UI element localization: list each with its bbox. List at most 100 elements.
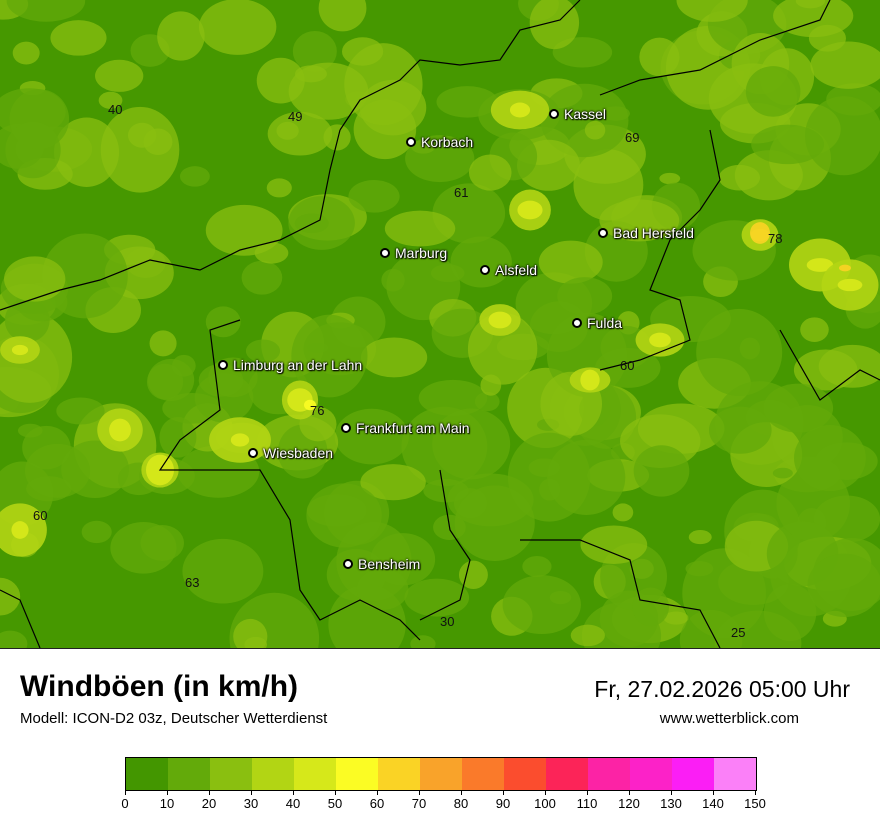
gust-patch xyxy=(517,200,543,220)
legend-tick-mark xyxy=(629,790,630,795)
gust-patch xyxy=(488,311,512,329)
legend-tick-label: 0 xyxy=(121,796,129,811)
gust-patch xyxy=(205,204,283,256)
gust-patch xyxy=(432,408,511,480)
gust-value: 40 xyxy=(108,102,123,117)
legend-swatch xyxy=(420,758,462,790)
gust-patch xyxy=(696,308,783,396)
city-bensheim: Bensheim xyxy=(343,556,420,572)
gust-patch xyxy=(360,464,426,501)
legend-tick-label: 10 xyxy=(159,796,175,811)
legend-tick-mark xyxy=(377,790,378,795)
gust-patch xyxy=(474,391,500,412)
gust-patch xyxy=(458,560,488,590)
gust-patch xyxy=(810,41,880,89)
gust-patch xyxy=(6,0,86,22)
gust-patch xyxy=(538,240,603,284)
legend-swatch xyxy=(630,758,672,790)
gust-patch xyxy=(0,577,21,616)
gust-patch xyxy=(100,106,180,193)
gust-patch xyxy=(659,172,681,185)
gust-patch xyxy=(318,0,367,32)
gust-patch xyxy=(708,406,772,454)
gust-value: 76 xyxy=(310,403,325,418)
gust-patch xyxy=(291,314,368,398)
legend-tick-mark xyxy=(335,790,336,795)
legend-swatch xyxy=(210,758,252,790)
gust-patch xyxy=(149,330,177,357)
gust-patch xyxy=(157,11,205,61)
gust-field xyxy=(0,0,880,648)
gust-value: 60 xyxy=(33,508,48,523)
legend-tick-mark xyxy=(545,790,546,795)
gust-patch xyxy=(763,383,834,433)
legend-tick-mark xyxy=(251,790,252,795)
city-wiesbaden: Wiesbaden xyxy=(248,445,333,461)
gust-patch xyxy=(454,485,535,561)
gust-patch xyxy=(288,62,369,120)
gust-value: 30 xyxy=(440,614,455,629)
legend-tick-label: 150 xyxy=(744,796,766,811)
gust-patch xyxy=(245,339,281,363)
gust-patch xyxy=(356,568,409,610)
gust-patch xyxy=(679,609,743,648)
legend-tick-mark xyxy=(713,790,714,795)
gust-value: 25 xyxy=(731,625,746,640)
gust-patch xyxy=(81,520,112,544)
gust-value: 78 xyxy=(768,231,783,246)
gust-patch xyxy=(256,57,305,104)
legend-tick-mark xyxy=(587,790,588,795)
gust-patch xyxy=(306,483,382,548)
gust-patch xyxy=(468,154,512,191)
gust-patch xyxy=(570,624,605,647)
legend-tick-label: 80 xyxy=(453,796,469,811)
legend-tick-mark xyxy=(671,790,672,795)
state-borders xyxy=(0,0,880,648)
gust-patch xyxy=(26,476,72,502)
gust-patch xyxy=(599,199,680,242)
legend-tick-label: 140 xyxy=(702,796,724,811)
gust-patch xyxy=(348,180,400,213)
gust-patch xyxy=(794,425,866,492)
map-title: Windböen (in km/h) xyxy=(20,670,299,703)
city-limburg: Limburg an der Lahn xyxy=(218,357,362,373)
gust-patch xyxy=(292,30,337,72)
gust-patch xyxy=(773,0,854,38)
gust-patch xyxy=(95,59,144,92)
gust-patch xyxy=(418,379,488,417)
gust-patch xyxy=(5,121,61,179)
legend-swatch xyxy=(714,758,756,790)
gust-patch xyxy=(233,618,268,648)
gust-patch xyxy=(241,260,283,295)
legend-tick-label: 60 xyxy=(369,796,385,811)
legend-ticks: 0 10 20 30 40 50 60 70 80 90 100 110 120 130 140 150 xyxy=(121,790,766,820)
gust-patch xyxy=(718,164,761,191)
gust-patch xyxy=(540,83,629,158)
city-marburg: Marburg xyxy=(380,245,447,261)
gust-patch xyxy=(230,433,250,447)
gust-patch xyxy=(649,332,671,348)
gust-patch xyxy=(502,575,581,635)
gust-value: 69 xyxy=(625,130,640,145)
gust-patch xyxy=(750,222,770,244)
gust-patch xyxy=(12,41,40,65)
gust-patch xyxy=(56,397,105,425)
legend-swatch xyxy=(252,758,294,790)
legend-tick-mark xyxy=(503,790,504,795)
gust-patch xyxy=(639,37,680,77)
legend-tick-label: 130 xyxy=(660,796,682,811)
gust-patch xyxy=(323,124,351,151)
legend-swatch xyxy=(378,758,420,790)
legend-tick-label: 100 xyxy=(534,796,556,811)
gust-patch xyxy=(109,418,131,442)
gust-patch xyxy=(405,135,475,183)
gust-patch xyxy=(763,584,817,642)
website: www.wetterblick.com xyxy=(659,710,799,727)
gust-patch xyxy=(198,0,277,55)
gust-patch xyxy=(676,0,748,22)
gust-patch xyxy=(663,611,689,625)
legend-swatch xyxy=(672,758,714,790)
gust-patch xyxy=(557,277,613,316)
wind-gust-map: Kassel Korbach Bad Hersfeld Marburg Alsf… xyxy=(0,0,880,649)
gust-patch xyxy=(140,524,185,561)
